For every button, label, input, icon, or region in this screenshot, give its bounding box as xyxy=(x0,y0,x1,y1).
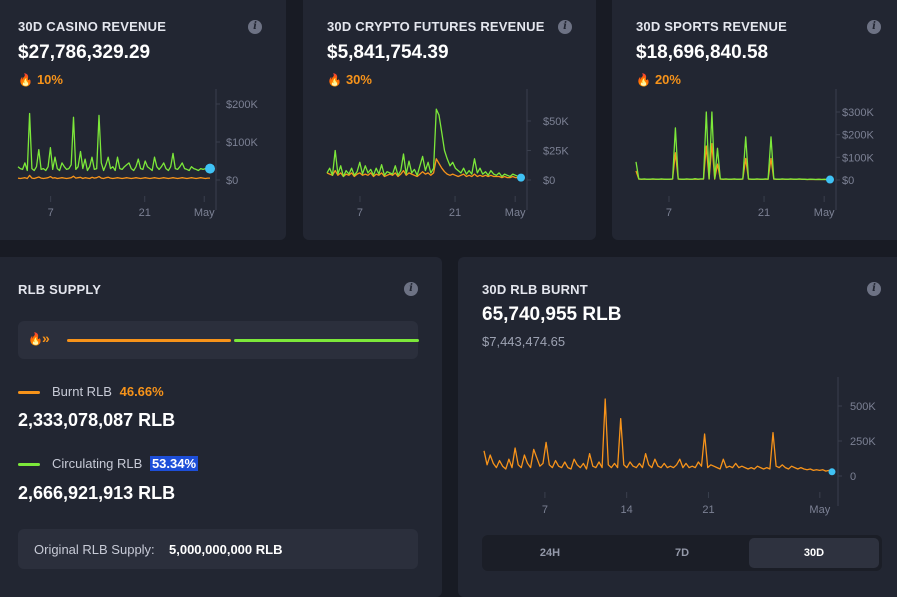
circulating-legend-label: Circulating RLB 53.34% xyxy=(52,456,199,471)
burnt-label: Burnt RLB xyxy=(52,384,112,399)
x-tick-label: 14 xyxy=(621,504,633,516)
y-tick-label: $25K xyxy=(543,146,569,158)
info-icon[interactable]: i xyxy=(404,282,418,296)
card-title: RLB SUPPLY xyxy=(18,282,102,297)
x-tick-label: 21 xyxy=(758,207,770,219)
range-7d-button[interactable]: 7D xyxy=(674,547,690,559)
original-supply-label: Original RLB Supply: xyxy=(34,542,155,557)
x-tick-label: 7 xyxy=(48,207,54,219)
casino-revenue-card: 30D CASINO REVENUE i $27,786,329.29 🔥 10%… xyxy=(0,0,286,240)
sports-revenue-card: 30D SPORTS REVENUE i $18,696,840.58 🔥 20%… xyxy=(612,0,897,240)
y-tick-label: $100K xyxy=(226,137,258,149)
revenue-share-pct: 30% xyxy=(345,72,372,87)
latest-point-marker xyxy=(517,173,525,182)
burnt-legend-line xyxy=(18,391,40,394)
y-tick-label: $300K xyxy=(842,107,874,119)
info-icon[interactable]: i xyxy=(867,20,881,34)
info-icon[interactable]: i xyxy=(867,282,881,296)
range-24h-button[interactable]: 24H xyxy=(539,547,561,559)
y-tick-label: $200K xyxy=(226,99,258,111)
x-tick-label: 7 xyxy=(542,504,548,516)
double-chevron-icon: » xyxy=(42,330,50,346)
y-tick-label: $0 xyxy=(842,175,854,187)
crypto-chart: $50K $25K $0 7 21 May xyxy=(326,89,569,219)
x-tick-label: May xyxy=(194,207,215,219)
revenue-value: $27,786,329.29 xyxy=(18,42,151,63)
card-title: 30D SPORTS REVENUE xyxy=(636,19,787,34)
revenue-share: 🔥 30% xyxy=(327,72,372,87)
latest-point-marker xyxy=(205,163,215,174)
green-series-line xyxy=(326,108,522,179)
burnt-pct: 46.66% xyxy=(119,384,164,399)
y-tick-label: 0 xyxy=(850,471,856,483)
range-30d-button[interactable]: 30D xyxy=(749,538,879,568)
circulating-label: Circulating RLB xyxy=(52,456,143,471)
orange-series-line xyxy=(326,158,521,179)
burnt-value: 2,333,078,087 RLB xyxy=(18,410,176,430)
flame-icon: 🔥 xyxy=(327,73,342,87)
y-tick-label: 250K xyxy=(850,436,876,448)
latest-point-marker xyxy=(828,468,836,476)
revenue-share-pct: 10% xyxy=(36,72,63,87)
rlb-burnt-card: 30D RLB BURNT i 65,740,955 RLB $7,443,47… xyxy=(458,257,897,597)
y-tick-label: 500K xyxy=(850,401,876,413)
y-tick-label: $200K xyxy=(842,130,874,142)
green-series-line xyxy=(635,111,830,181)
rlb-supply-card: RLB SUPPLY i 🔥 » Burnt RLB 46.66% 2,333,… xyxy=(0,257,442,597)
flame-icon: 🔥 xyxy=(28,332,43,346)
flame-icon: 🔥 xyxy=(636,73,651,87)
casino-chart: $200K $100K $0 7 21 May xyxy=(17,89,258,219)
revenue-share: 🔥 10% xyxy=(18,72,63,87)
crypto-futures-revenue-card: 30D CRYPTO FUTURES REVENUE i $5,841,754.… xyxy=(303,0,596,240)
range-selector: 24H 7D 30D xyxy=(482,535,882,571)
circulating-pct: 53.34% xyxy=(149,456,199,471)
green-series-line xyxy=(17,112,211,172)
x-tick-label: 21 xyxy=(702,504,714,516)
card-title: 30D CASINO REVENUE xyxy=(18,19,167,34)
revenue-value: $5,841,754.39 xyxy=(327,42,449,63)
x-tick-label: 21 xyxy=(139,207,151,219)
revenue-share-pct: 20% xyxy=(654,72,681,87)
burnt-progress xyxy=(67,339,231,342)
original-supply-value: 5,000,000,000 RLB xyxy=(169,542,283,557)
x-tick-label: 21 xyxy=(449,207,461,219)
y-tick-label: $100K xyxy=(842,152,874,164)
x-tick-label: 7 xyxy=(357,207,363,219)
info-icon[interactable]: i xyxy=(558,20,572,34)
circulating-legend-line xyxy=(18,463,40,466)
y-tick-label: $50K xyxy=(543,116,569,128)
orange-series-line xyxy=(483,398,833,473)
sports-chart: $300K $200K $100K $0 7 21 May xyxy=(635,89,874,219)
card-title: 30D RLB BURNT xyxy=(482,282,588,297)
x-tick-label: May xyxy=(505,207,526,219)
flame-icon: 🔥 xyxy=(18,73,33,87)
revenue-share: 🔥 20% xyxy=(636,72,681,87)
y-tick-label: $0 xyxy=(543,175,555,187)
info-icon[interactable]: i xyxy=(248,20,262,34)
supply-bar: 🔥 » xyxy=(18,321,419,359)
burnt-legend-label: Burnt RLB 46.66% xyxy=(52,384,164,399)
card-title: 30D CRYPTO FUTURES REVENUE xyxy=(327,19,545,34)
y-tick-label: $0 xyxy=(226,175,238,187)
circulating-value: 2,666,921,913 RLB xyxy=(18,483,176,503)
x-tick-label: May xyxy=(809,504,830,516)
original-supply-box: Original RLB Supply: 5,000,000,000 RLB xyxy=(18,529,418,569)
burnt-usd-value: $7,443,474.65 xyxy=(482,334,566,349)
x-tick-label: May xyxy=(814,207,835,219)
circulating-progress xyxy=(234,339,419,342)
burnt-chart: 500K 250K 0 7 14 21 May xyxy=(483,377,876,516)
revenue-value: $18,696,840.58 xyxy=(636,42,769,63)
orange-series-line xyxy=(635,143,830,181)
x-tick-label: 7 xyxy=(666,207,672,219)
orange-series-line xyxy=(17,174,210,180)
burnt-value: 65,740,955 RLB xyxy=(482,304,622,325)
latest-point-marker xyxy=(826,175,834,184)
